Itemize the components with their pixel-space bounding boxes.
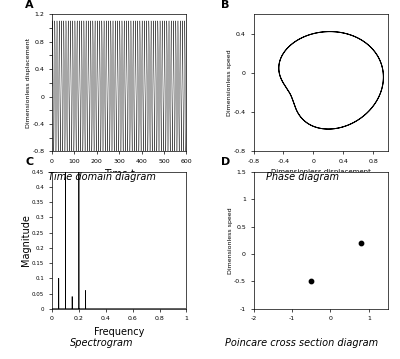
Y-axis label: Magnitude: Magnitude	[21, 214, 31, 266]
Y-axis label: Dimensionless speed: Dimensionless speed	[228, 50, 232, 116]
Text: Poincare cross section diagram: Poincare cross section diagram	[226, 339, 378, 349]
X-axis label: Time t: Time t	[104, 169, 135, 180]
Point	[308, 279, 314, 284]
Text: C: C	[25, 157, 33, 167]
Y-axis label: Dimensionless displacement: Dimensionless displacement	[26, 38, 31, 128]
Text: Time domain diagram: Time domain diagram	[48, 172, 156, 182]
Text: Spectrogram: Spectrogram	[70, 339, 134, 349]
X-axis label: Frequency: Frequency	[94, 327, 144, 337]
Point	[358, 240, 364, 246]
Y-axis label: Dimensionless speed: Dimensionless speed	[228, 207, 232, 274]
X-axis label: Dimensionless displacement: Dimensionless displacement	[271, 169, 371, 176]
Text: B: B	[221, 0, 230, 10]
Text: Phase diagram: Phase diagram	[266, 172, 338, 182]
Text: D: D	[221, 157, 230, 167]
Text: A: A	[25, 0, 34, 10]
